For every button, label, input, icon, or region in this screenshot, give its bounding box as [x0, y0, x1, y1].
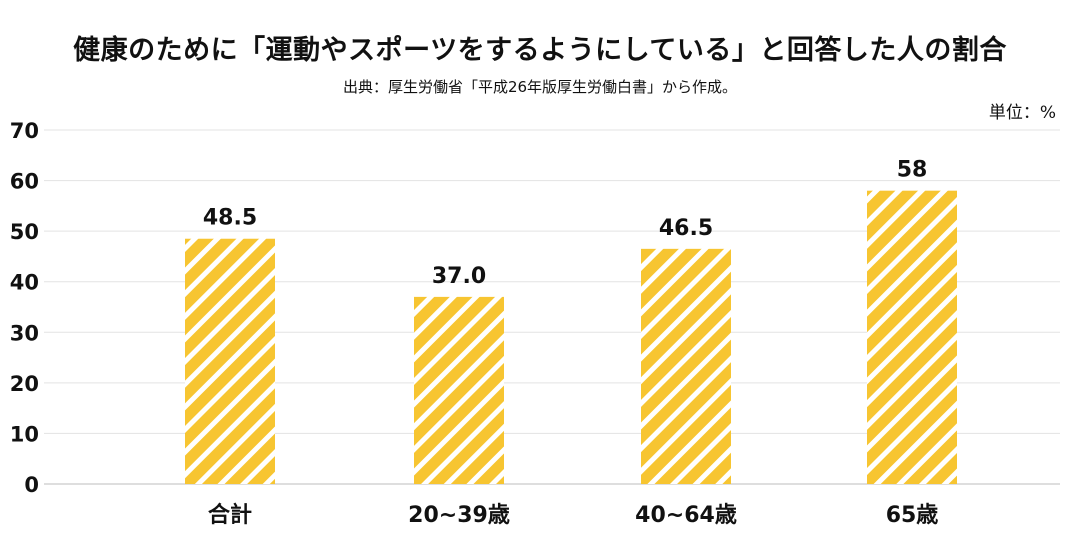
y-tick-label: 30	[10, 321, 39, 345]
y-axis-ticks: 0 10 20 30 40 50 60 70	[10, 119, 39, 497]
y-tick-label: 70	[10, 119, 39, 143]
chart-title: 健康のために「運動やスポーツをするようにしている」と回答した人の割合	[73, 35, 1007, 66]
bar	[185, 238, 275, 484]
bars	[185, 190, 957, 484]
y-tick-label: 0	[24, 473, 39, 497]
y-tick-label: 60	[10, 170, 39, 194]
x-tick-label: 65歳	[886, 503, 939, 528]
x-axis-labels: 合計 20~39歳 40~64歳 65歳	[208, 502, 938, 528]
y-tick-label: 20	[10, 372, 39, 396]
value-labels: 48.5 37.0 46.5 58	[203, 158, 927, 289]
chart-source-note: 出典：厚生労働省「平成26年版厚生労働白書」から作成。	[342, 78, 738, 96]
data-label: 46.5	[659, 216, 713, 241]
x-tick-label: 合計	[208, 502, 252, 528]
bar	[641, 248, 731, 484]
bar	[867, 190, 957, 484]
y-tick-label: 40	[10, 271, 39, 295]
data-label: 58	[897, 158, 928, 183]
bar	[414, 296, 504, 484]
unit-label: 単位：%	[988, 103, 1056, 123]
y-tick-label: 10	[10, 422, 39, 446]
x-tick-label: 40~64歳	[635, 503, 737, 528]
data-label: 48.5	[203, 206, 257, 231]
x-tick-label: 20~39歳	[408, 503, 510, 528]
data-label: 37.0	[432, 264, 486, 289]
y-tick-label: 50	[10, 220, 39, 244]
